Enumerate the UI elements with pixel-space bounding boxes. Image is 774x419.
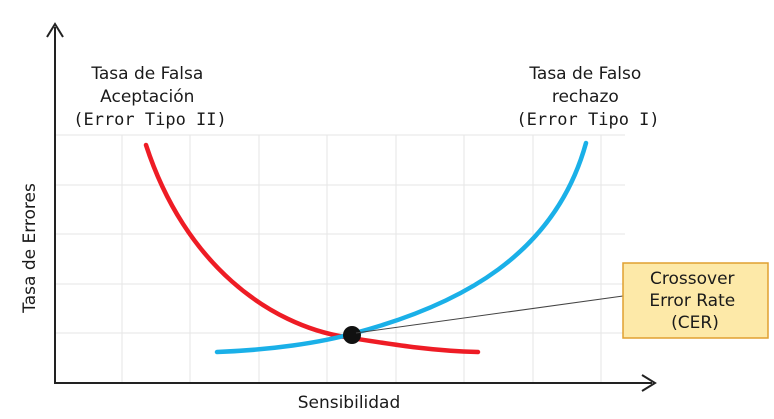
y-axis-arrow (46, 22, 64, 38)
series-line-false-acceptance (143, 142, 481, 355)
series-line-false-rejection (214, 140, 589, 355)
y-axis-title: Tasa de Errores (20, 183, 40, 314)
grid (55, 134, 625, 382)
series-label-frr-line-3: (Error Tipo I) (516, 110, 659, 130)
series-label-far-line-3: (Error Tipo II) (73, 110, 227, 130)
series-label-far-line-1: Tasa de Falsa (90, 64, 203, 84)
annotation-box (622, 262, 769, 339)
series-label-false-rejection: Tasa de Falso rechazo (Error Tipo I) (516, 64, 659, 130)
crossover-point (343, 326, 361, 344)
x-axis-title: Sensibilidad (298, 393, 401, 413)
series-label-frr-line-2: rechazo (552, 87, 619, 107)
annotation-leader-line (355, 295, 624, 334)
x-axis-arrow (641, 374, 657, 392)
series-label-far-line-2: Aceptación (100, 87, 194, 107)
annotation-text: Crossover Error Rate (CER) (649, 269, 740, 333)
annotation-line-3: (CER) (671, 313, 719, 333)
series-label-false-acceptance: Tasa de Falsa Aceptación (Error Tipo II) (73, 64, 227, 130)
series-label-frr-line-1: Tasa de Falso (528, 64, 641, 84)
annotation-line-2: Error Rate (649, 291, 735, 311)
annotation-line-1: Crossover (650, 269, 735, 289)
